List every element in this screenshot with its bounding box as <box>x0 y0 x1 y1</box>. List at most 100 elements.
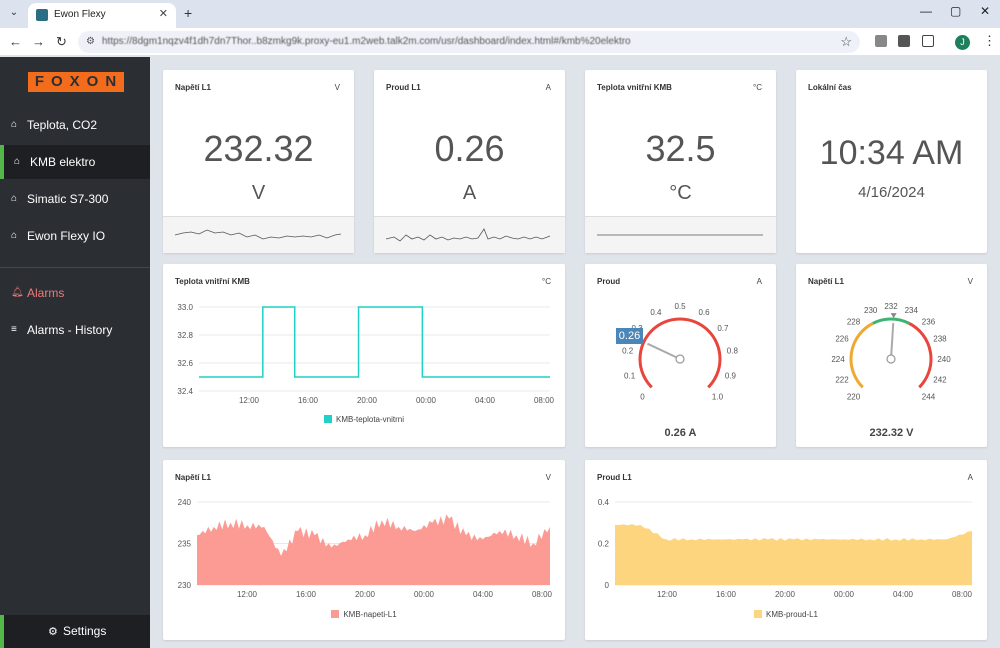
menu-dots-icon[interactable]: ⋮ <box>983 33 996 48</box>
address-bar[interactable]: ⚙ https://8dgm1nqzv4f1dh7dn7Thor..b8zmkg… <box>78 31 860 53</box>
x-tick-label: 16:00 <box>296 590 317 599</box>
settings-button[interactable]: ⚙ Settings <box>0 615 150 648</box>
x-tick-label: 16:00 <box>716 590 737 599</box>
card-unit: A <box>545 83 551 92</box>
sidebar-item-kmb-elektro[interactable]: ⌂ KMB elektro <box>0 145 150 179</box>
gauge-readout: 232.32 V <box>869 427 914 439</box>
gauge-arc-low <box>849 322 874 389</box>
tab-title: Ewon Flexy <box>54 9 106 20</box>
foxon-logo: FOXON <box>28 72 124 92</box>
y-tick-label: 0 <box>605 581 610 590</box>
bookmark-star-icon[interactable]: ☆ <box>840 34 852 49</box>
favicon-icon <box>36 9 48 21</box>
gauge-tick-label: 232 <box>884 302 898 311</box>
gauge-tick-label: 234 <box>905 306 919 315</box>
gauge-tick-label: 236 <box>922 318 936 327</box>
puzzle-icon[interactable] <box>922 35 934 47</box>
voltage-area-chart: 240 235 230 12:00 16:00 20:00 00:00 04:00 08:00 <box>178 498 553 599</box>
sidebar-item-teplota[interactable]: ⌂ Teplota, CO2 <box>0 108 150 142</box>
gauge-tick-label: 0.6 <box>698 308 710 317</box>
x-tick-label: 12:00 <box>657 590 678 599</box>
KMB-proud-L1-area <box>615 524 972 585</box>
site-info-icon[interactable]: ⚙ <box>86 36 95 47</box>
gauge-tick-label: 244 <box>922 392 936 401</box>
card-unit: V <box>334 83 340 92</box>
voltage-chart-card: Napětí L1 V 240 235 230 12:00 16:00 20:00 00:0… <box>163 460 565 640</box>
card-title: Teplota vnitřní KMB <box>597 83 672 92</box>
x-tick-label: 20:00 <box>357 396 378 405</box>
card-title: Proud L1 <box>386 83 421 92</box>
gauge-arc-ok <box>872 317 910 325</box>
gauge-tick-label: 224 <box>831 355 845 364</box>
y-tick-label: 235 <box>178 540 192 549</box>
maximize-icon[interactable]: ▢ <box>950 4 962 18</box>
close-tab-icon[interactable]: ✕ <box>158 8 168 20</box>
temp-card: Teplota vnitřní KMB °C 32.5 °C <box>585 70 776 253</box>
y-tick-label: 0.2 <box>598 540 610 549</box>
x-tick-label: 04:00 <box>893 590 914 599</box>
tab-search-icon[interactable]: ⌄ <box>9 7 19 18</box>
gauge-tick-label: 238 <box>933 335 947 344</box>
settings-label: Settings <box>63 624 107 638</box>
current-unit: A <box>462 182 477 204</box>
new-tab-icon[interactable]: + <box>184 5 193 21</box>
card-title: Lokální čas <box>808 83 852 92</box>
sidebar-item-label: Ewon Flexy IO <box>27 229 106 243</box>
sidebar-item-ewon-flexy-io[interactable]: ⌂ Ewon Flexy IO <box>0 219 150 253</box>
voltage-unit: V <box>251 182 266 204</box>
sidebar-item-alarms[interactable]: 🔔︎ Alarms <box>0 276 150 310</box>
card-title: Napětí L1 <box>175 83 212 92</box>
extension-icon[interactable] <box>898 35 910 47</box>
gauge-hub <box>886 354 896 364</box>
forward-icon[interactable]: → <box>32 34 45 49</box>
browser-toolbar: ← → ↻ ⚙ https://8dgm1nqzv4f1dh7dn7Thor..… <box>0 28 1000 56</box>
x-tick-label: 08:00 <box>534 396 555 405</box>
chart-unit: A <box>967 473 973 482</box>
gauge-tick-label: 0.5 <box>674 302 686 311</box>
home-icon: ⌂ <box>11 119 18 130</box>
gauge-tick-label: 0 <box>640 392 645 401</box>
x-tick-label: 04:00 <box>473 590 494 599</box>
back-icon[interactable]: ← <box>9 34 22 49</box>
temp-unit: °C <box>669 182 692 204</box>
sidebar-item-alarms-history[interactable]: ≡ Alarms - History <box>0 313 150 347</box>
profile-avatar[interactable]: J <box>955 35 970 50</box>
minimize-icon[interactable]: — <box>920 4 932 18</box>
current-gauge: 00.10.20.30.40.50.60.70.80.91.0 <box>622 302 738 401</box>
gauge-tick-label: 0.9 <box>725 371 737 380</box>
y-tick-label: 240 <box>178 498 192 507</box>
chart-legend: KMB-proud-L1 <box>585 610 987 619</box>
legend-label: KMB-napeti-L1 <box>343 610 397 619</box>
browser-tab[interactable]: Ewon Flexy ✕ <box>28 3 176 28</box>
database-icon: ≡ <box>11 324 17 335</box>
voltage-value: 232.32 <box>203 128 314 169</box>
voltage-sparkline <box>163 216 354 253</box>
extension-icon[interactable] <box>875 35 887 47</box>
y-tick-label: 32.6 <box>177 359 193 368</box>
x-tick-label: 04:00 <box>475 396 496 405</box>
x-tick-label: 12:00 <box>239 396 260 405</box>
reload-icon[interactable]: ↻ <box>56 34 67 49</box>
sidebar-item-label: Alarms - History <box>27 323 113 337</box>
gauge-tick-label: 0.4 <box>650 308 662 317</box>
gauge-readout: 0.26 A <box>664 427 697 439</box>
close-window-icon[interactable]: ✕ <box>980 4 991 18</box>
gauge-tick-label: 240 <box>937 355 951 364</box>
chart-title: Napětí L1 <box>175 473 212 482</box>
gauge-unit: V <box>967 277 973 286</box>
current-gauge-card: Proud A 00.10.20.30.40.50.60.70.80.91.0 … <box>585 264 776 447</box>
bell-icon: 🔔︎ <box>11 287 24 298</box>
gauge-needle <box>890 323 895 360</box>
x-tick-label: 08:00 <box>952 590 973 599</box>
sidebar-item-simatic[interactable]: ⌂ Simatic S7-300 <box>0 182 150 216</box>
clock-time: 10:34 AM <box>819 134 964 172</box>
gauge-arc-high <box>908 322 933 389</box>
temp-series-line <box>199 306 550 378</box>
x-tick-label: 20:00 <box>775 590 796 599</box>
gauge-title: Proud <box>597 277 621 286</box>
url-text: https://8dgm1nqzv4f1dh7dn7Thor..b8zmkg9k… <box>102 36 631 47</box>
current-sparkline <box>374 216 565 253</box>
gauge-tick-label: 242 <box>933 375 947 384</box>
sidebar: FOXON ⌂ Teplota, CO2 ⌂ KMB elektro ⌂ Sim… <box>0 57 150 648</box>
